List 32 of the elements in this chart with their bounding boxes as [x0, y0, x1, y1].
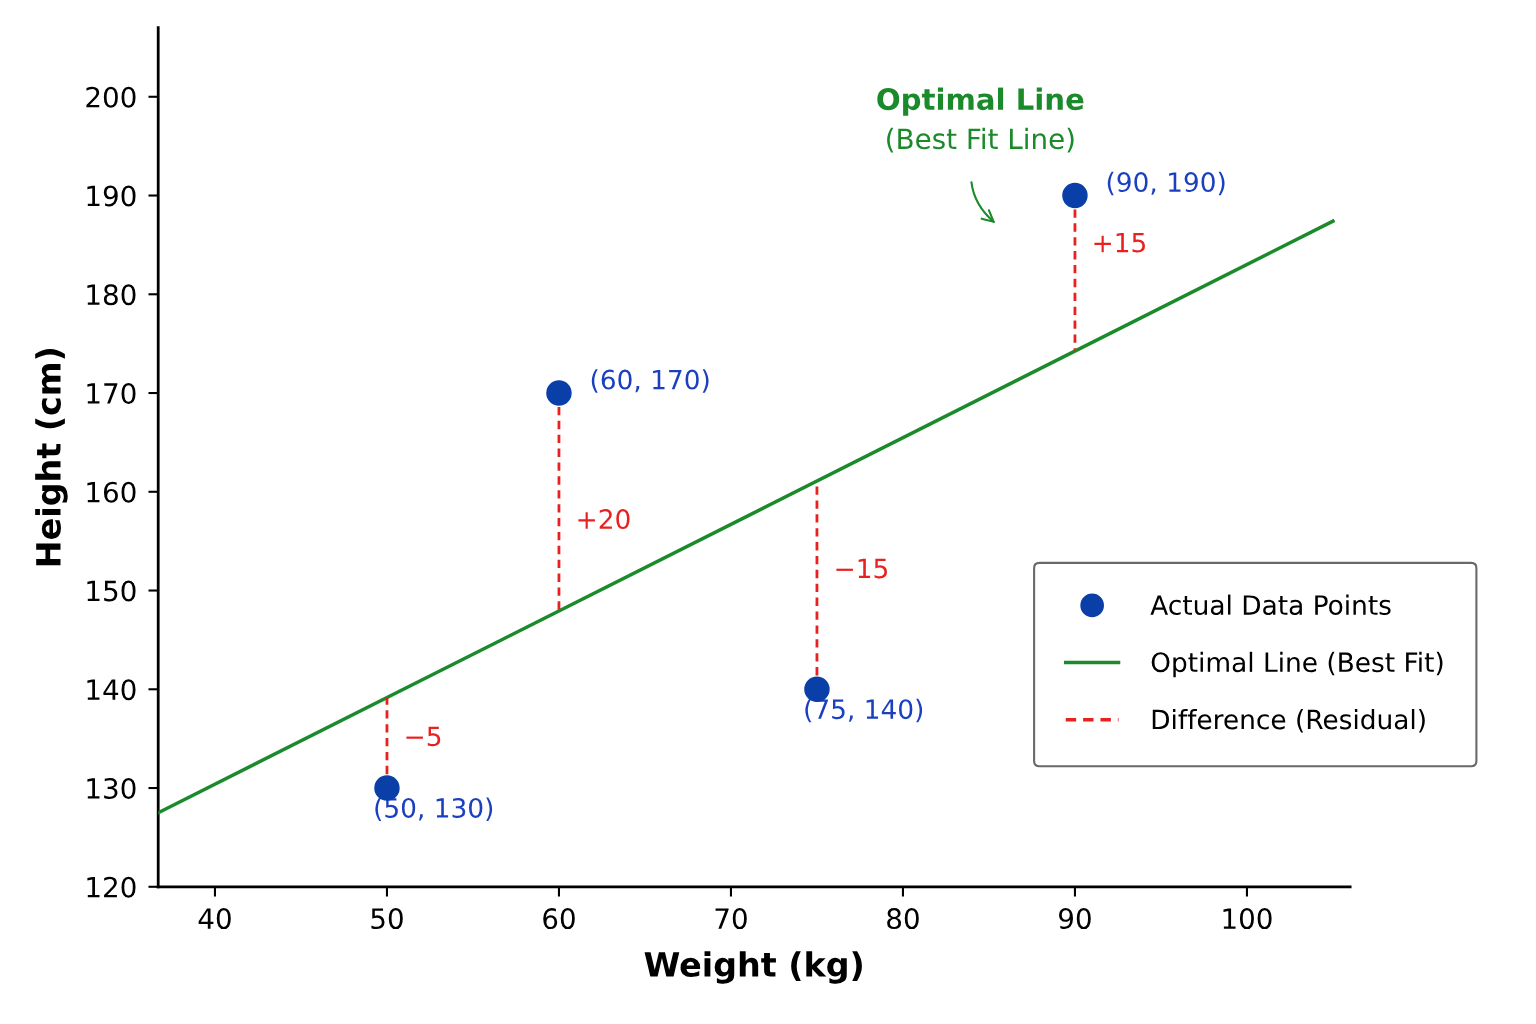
y-tick-label: 120 [87, 876, 136, 898]
annotation: Optimal Line [877, 87, 1084, 116]
y-tick-label: 140 [87, 679, 136, 701]
point [546, 380, 572, 406]
y-tick-label: 150 [87, 580, 136, 602]
legend-label: Actual Data Points [1150, 594, 1391, 616]
x-axis-title: Weight (kg) [644, 951, 862, 984]
annotation: (90, 190) [1107, 171, 1225, 196]
x-tick-label: 50 [371, 908, 403, 930]
y-axis-title: Height (cm) [35, 349, 68, 566]
point [1062, 182, 1088, 209]
y-tick-label: 200 [86, 86, 136, 108]
y-tick-label: 170 [87, 382, 136, 404]
x-tick-label: 80 [887, 908, 919, 930]
x-tick-label: 70 [715, 908, 747, 930]
x-tick-label: 90 [1059, 908, 1091, 930]
annotation: (Best Fit Line) [887, 127, 1074, 153]
annotation: −15 [836, 558, 888, 579]
annotation: +20 [578, 509, 630, 530]
annotation: +15 [1094, 232, 1145, 253]
annotation: −5 [406, 726, 441, 747]
legend-label: Optimal Line (Best Fit) [1151, 651, 1443, 678]
legend-label: Difference (Residual) [1152, 708, 1425, 733]
y-tick-label: 130 [87, 777, 136, 799]
annotation: (50, 130) [375, 797, 493, 822]
annotation: (60, 170) [591, 369, 709, 393]
y-tick-label: 190 [87, 185, 136, 207]
y-tick-label: 160 [87, 481, 136, 503]
y-tick-label: 180 [87, 284, 136, 306]
x-tick-label: 60 [543, 908, 575, 930]
x-tick-label: 100 [1223, 908, 1272, 930]
x-tick-label: 40 [198, 908, 231, 930]
